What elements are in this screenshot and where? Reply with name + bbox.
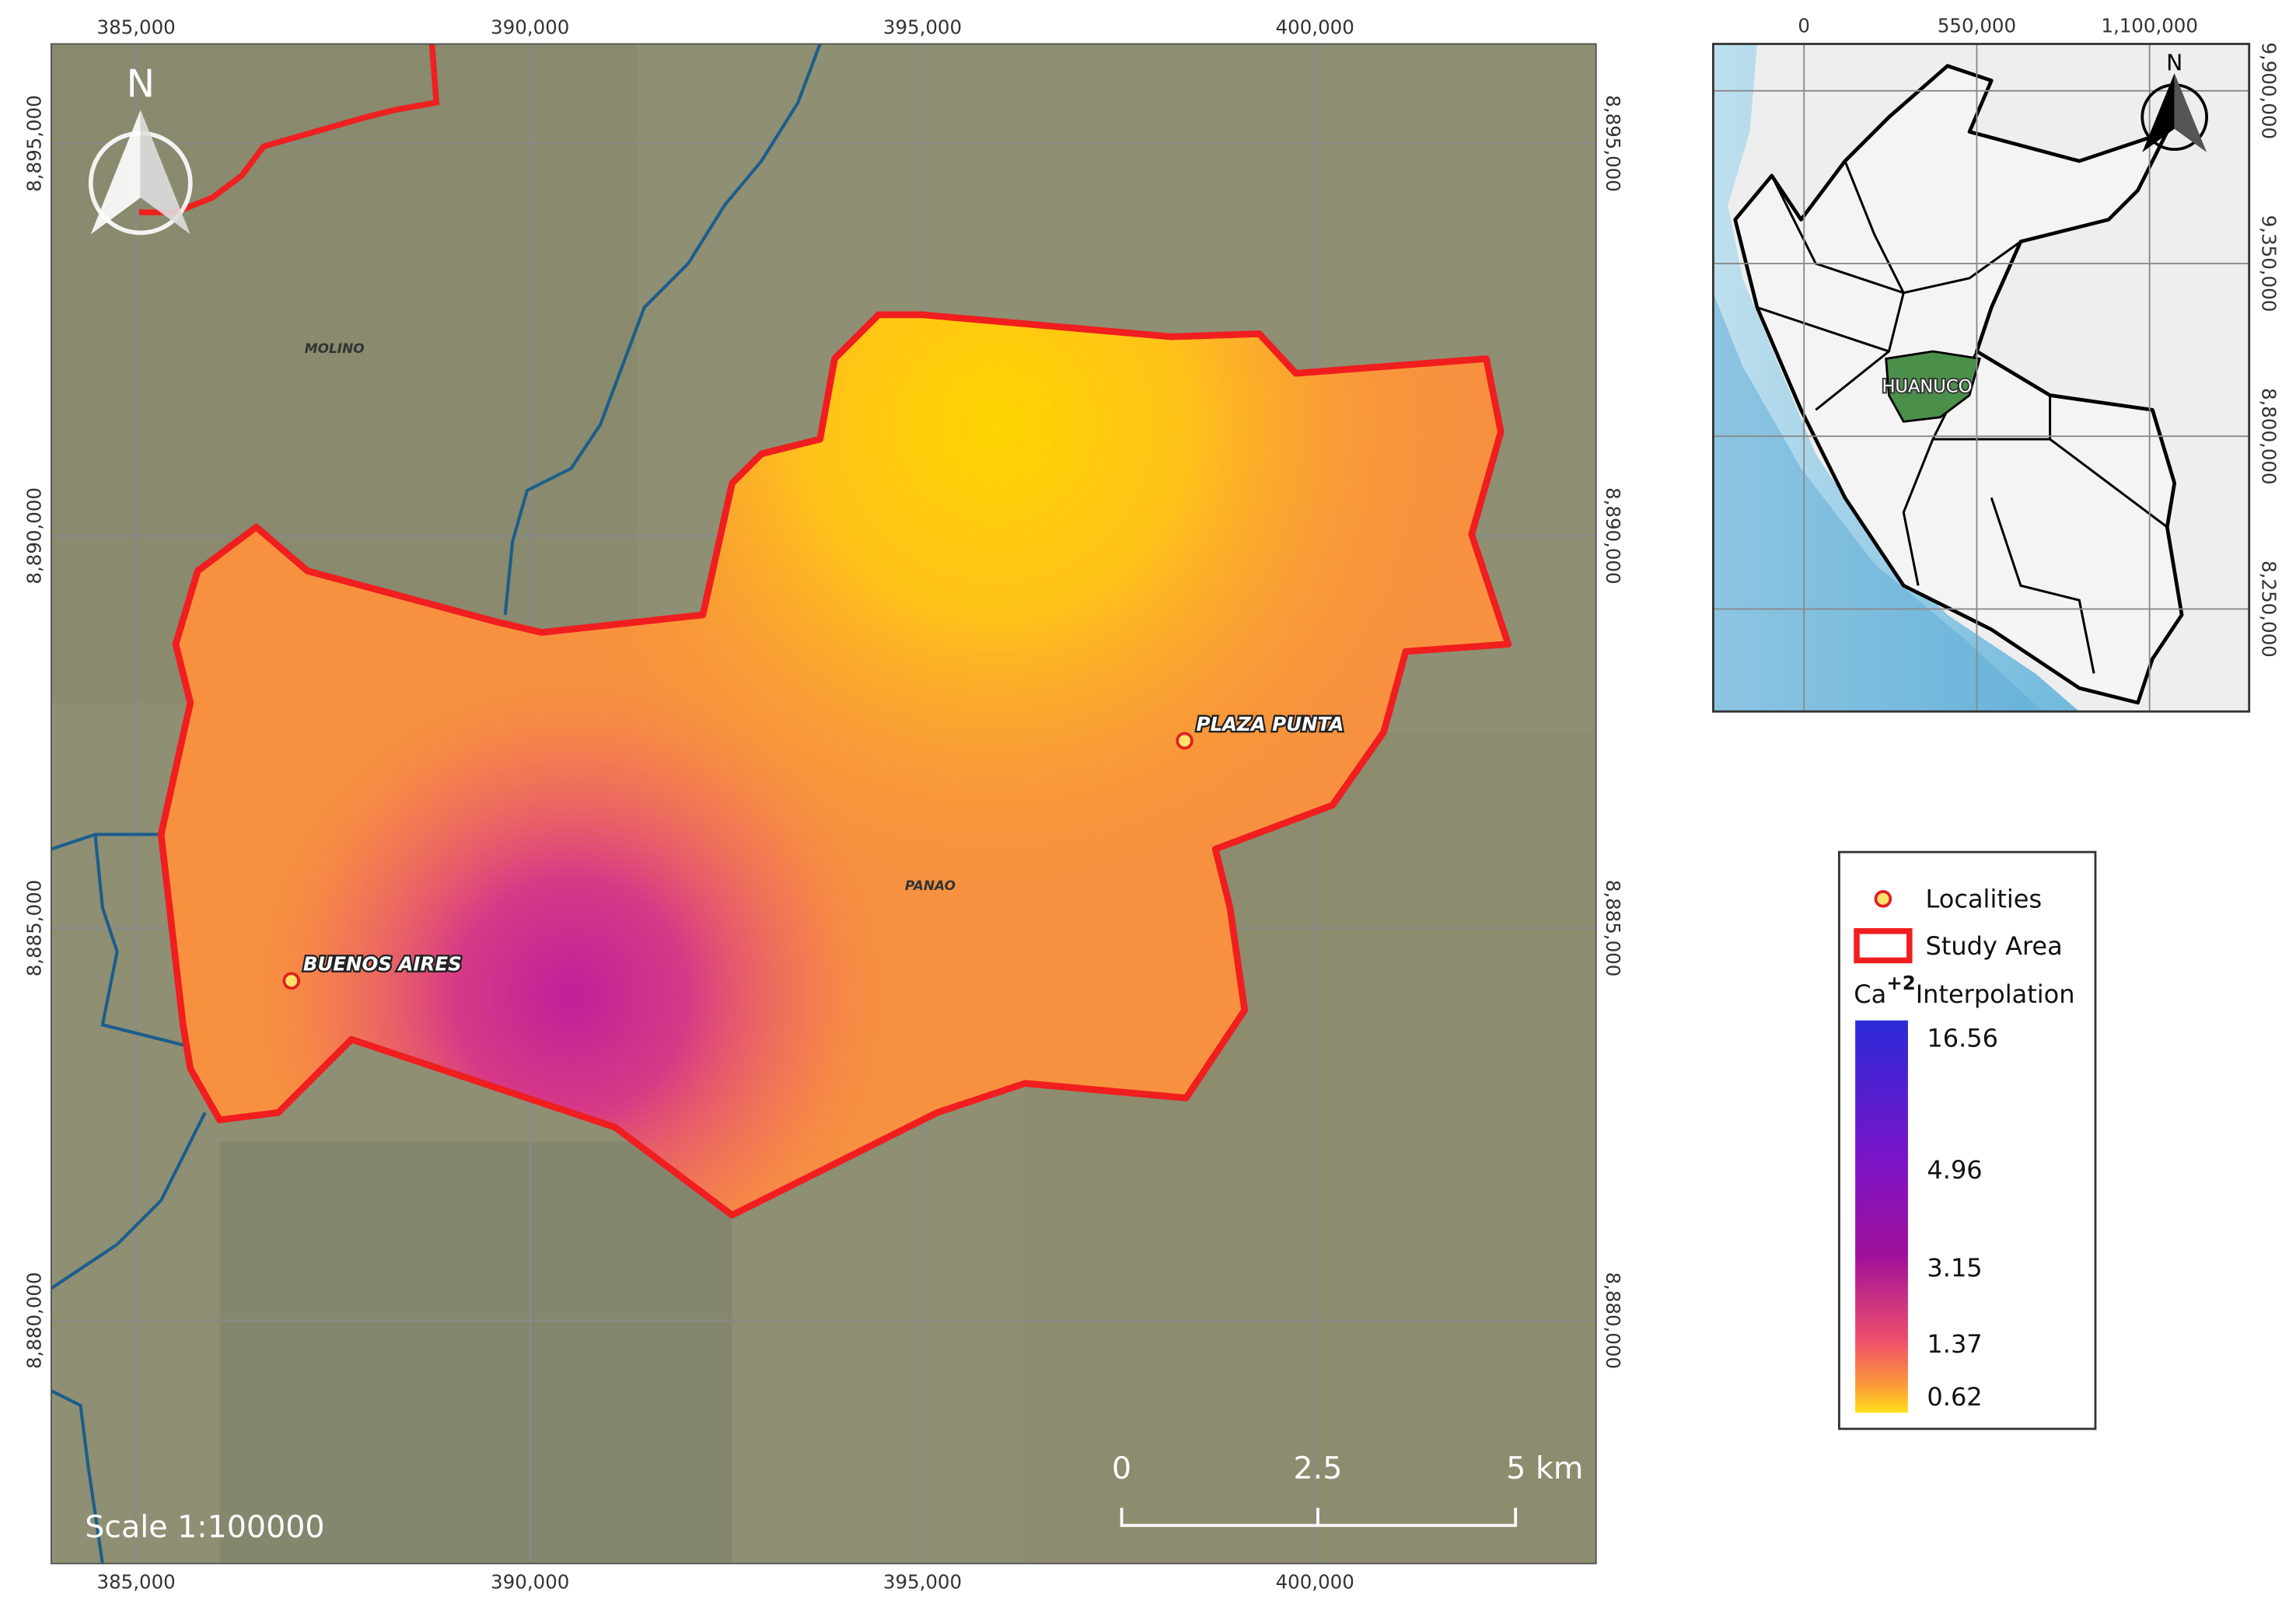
inset-map-ticks: 0 550,000 1,100,000 9,900,000 9,350,000 8,800… [1798, 14, 2280, 657]
y-tick-label: 9,900,000 [2258, 43, 2280, 140]
rivers [51, 44, 822, 1564]
x-tick-label: 0 [1798, 14, 1810, 37]
river [51, 1112, 207, 1290]
locality-point [282, 972, 301, 990]
x-tick-label: 390,000 [491, 16, 569, 38]
y-tick-label: 9,350,000 [2258, 215, 2280, 312]
north-arrow-half [90, 110, 141, 235]
y-tick-label: 8,890,000 [23, 487, 46, 585]
river [93, 834, 191, 1049]
legend-title-sup: +2 [1886, 972, 1916, 994]
north-arrow: N [88, 61, 193, 236]
north-arrow-half [140, 110, 190, 235]
region-boundary [1815, 160, 1905, 411]
y-tick-label: 8,880,000 [23, 1272, 46, 1369]
place-label: PANAO [905, 878, 956, 893]
inset-grid [1713, 44, 2249, 712]
main-map-frame [50, 43, 1597, 1565]
legend-value: 1.37 [1927, 1329, 1982, 1359]
legend-title-base: Ca [1854, 979, 1886, 1009]
scale-bar-line [1120, 1507, 1518, 1527]
scale-bar [1120, 1507, 1518, 1527]
x-tick-label: 400,000 [1276, 1570, 1354, 1593]
x-tick-label: 400,000 [1276, 16, 1354, 38]
x-tick-label: 385,000 [97, 1570, 176, 1593]
legend-item: Localities [1926, 885, 2043, 914]
legend-value: 0.62 [1927, 1382, 1982, 1412]
y-tick-label: 8,800,000 [2258, 388, 2280, 485]
region-boundaries [1756, 160, 2168, 674]
river [51, 1389, 104, 1564]
color-ramp [1855, 1020, 1908, 1413]
legend-value: 4.96 [1927, 1155, 1982, 1185]
region-label: HUANUCO [1882, 377, 1972, 397]
x-tick-label: 1,100,000 [2101, 14, 2198, 37]
y-tick-label: 8,880,000 [1602, 1272, 1624, 1369]
region-boundary [1756, 306, 1889, 353]
legend-symbol-localities [1874, 890, 1892, 908]
locality-label: BUENOS AIRES [303, 953, 462, 976]
scale-bar-label: 0 [1112, 1451, 1131, 1486]
locality-point [1176, 731, 1193, 750]
y-tick-label: 8,885,000 [1602, 880, 1624, 977]
scale-bar-label: 2.5 [1294, 1451, 1343, 1486]
inset-frame [1712, 43, 2251, 713]
main-map-ticks: 385,000 385,000 390,000 390,000 395,000 395,0… [23, 16, 1624, 1593]
x-tick-label: 550,000 [1938, 14, 2016, 37]
region-boundary [1990, 497, 2095, 674]
locality-label: PLAZA PUNTA [1197, 713, 1344, 735]
legend-value: 3.15 [1927, 1253, 1982, 1283]
river [503, 44, 822, 616]
x-tick-label: 385,000 [97, 16, 176, 38]
terrain-patch [219, 1141, 732, 1564]
x-tick-label: 395,000 [883, 16, 962, 38]
x-tick-label: 390,000 [491, 1570, 569, 1593]
legend-title-rest: Interpolation [1916, 979, 2075, 1009]
study-area-boundary [157, 311, 1512, 1219]
river [51, 833, 162, 851]
north-label: N [2166, 50, 2182, 75]
main-map: MOLINO PANAO PLAZA PUNTA BUENOS AIRES N … [51, 44, 1596, 1564]
scale-bar-label: 5 km [1506, 1451, 1583, 1486]
region-boundary [1932, 438, 2168, 529]
y-tick-label: 8,895,000 [23, 95, 46, 192]
district-boundary [138, 44, 440, 215]
y-tick-label: 8,885,000 [23, 880, 46, 977]
x-tick-label: 395,000 [883, 1570, 962, 1593]
y-tick-label: 8,890,000 [1602, 487, 1624, 585]
ocean-shelf [1713, 292, 2043, 712]
legend: Localities Study Area Ca+2Interpolation … [1838, 850, 2097, 1430]
place-label: MOLINO [305, 340, 365, 356]
legend-symbol-study-area [1854, 928, 1913, 964]
legend-value: 16.56 [1927, 1024, 1998, 1053]
huanuco-region [1885, 350, 1981, 423]
north-label: N [126, 61, 155, 106]
y-tick-label: 8,895,000 [1602, 95, 1624, 192]
scale-text: Scale 1:100000 [85, 1509, 324, 1545]
legend-item: Study Area [1926, 931, 2063, 961]
inset-map: HUANUCO N [1712, 43, 2251, 713]
legend-title: Ca+2Interpolation [1854, 972, 2074, 1009]
north-arrow-half [2174, 73, 2207, 152]
y-tick-label: 8,250,000 [2258, 560, 2280, 658]
